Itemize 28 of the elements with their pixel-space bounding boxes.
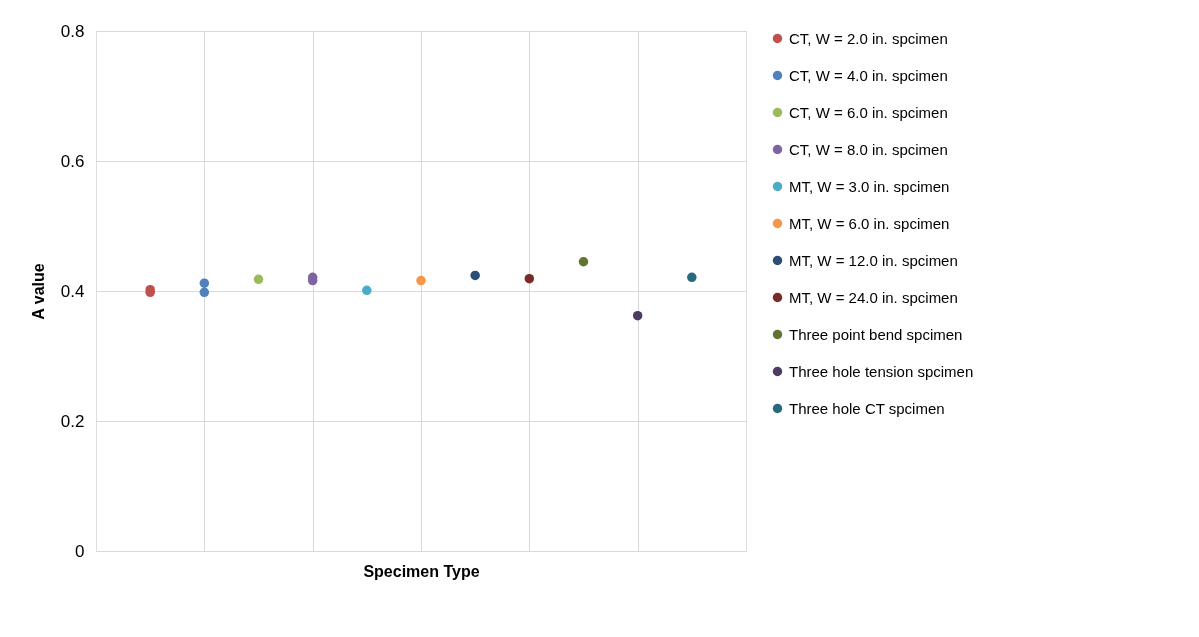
point xyxy=(416,275,426,286)
x-axis-title: Specimen Type xyxy=(363,562,480,580)
y-axis-title: A value xyxy=(29,263,47,320)
point xyxy=(253,274,264,285)
legend-label: CT, W = 8.0 in. spcimen xyxy=(789,140,948,158)
legend-label: MT, W = 6.0 in. spcimen xyxy=(789,214,950,232)
y-tick-label: 0.6 xyxy=(60,151,85,171)
y-tick-label: 0.2 xyxy=(60,411,85,431)
legend-label: Three hole tension spcimen xyxy=(789,362,974,380)
point xyxy=(199,287,210,298)
legend-label: Three point bend spcimen xyxy=(789,325,963,343)
y-tick-label: 0 xyxy=(75,541,85,561)
legend-label: Three hole CT spcimen xyxy=(789,399,945,417)
point xyxy=(470,270,480,281)
y-tick-label: 0.4 xyxy=(60,281,85,301)
point xyxy=(687,272,697,283)
legend-label: CT, W = 6.0 in. spcimen xyxy=(789,103,948,121)
point xyxy=(524,273,535,284)
legend-label: CT, W = 2.0 in. spcimen xyxy=(789,29,948,47)
point xyxy=(199,278,210,288)
legend-label: CT, W = 4.0 in. spcimen xyxy=(789,66,948,84)
legend-label: MT, W = 12.0 in. spcimen xyxy=(789,251,958,269)
legend-label: MT, W = 24.0 in. spcimen xyxy=(789,288,958,306)
point xyxy=(632,310,643,321)
legend-label: MT, W = 3.0 in. spcimen xyxy=(789,177,950,195)
y-tick-label: 0.8 xyxy=(60,21,85,41)
point xyxy=(362,285,372,296)
point xyxy=(578,257,589,267)
